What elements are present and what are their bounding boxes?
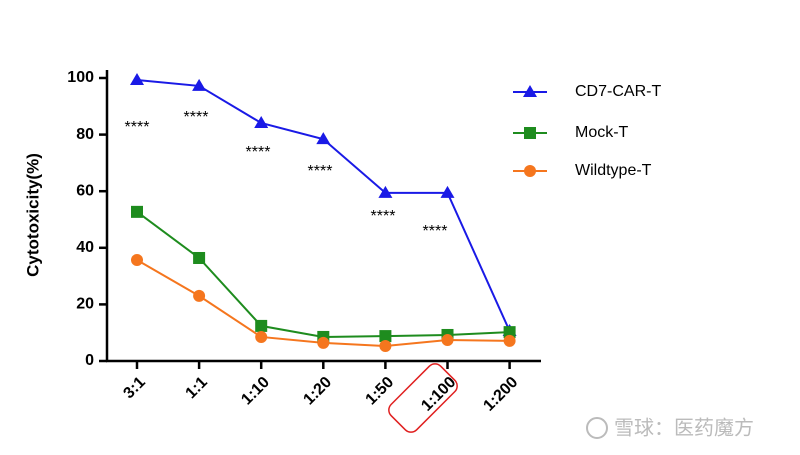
x-tick-label: 1:1 [183, 374, 211, 402]
legend-marker [524, 165, 536, 177]
data-point [503, 326, 516, 339]
y-tick-label: 80 [76, 126, 94, 143]
y-tick-label: 20 [76, 296, 94, 313]
data-point [131, 205, 143, 218]
legend-marker [523, 85, 537, 97]
x-tick-label: 1:10 [238, 374, 273, 409]
data-point [255, 330, 268, 343]
data-point [317, 336, 330, 349]
y-tick-label: 40 [76, 239, 94, 256]
watermark-icon [586, 417, 608, 439]
data-point [131, 253, 143, 266]
data-point [193, 289, 206, 302]
legend-marker [524, 127, 536, 139]
legend-label: Wildtype-T [575, 162, 652, 179]
x-tick-label: 3:1 [120, 374, 148, 402]
series-line [136, 211, 510, 338]
annotation: **** [308, 163, 333, 180]
annotation: **** [125, 119, 150, 136]
data-point [193, 251, 206, 264]
data-point [441, 334, 454, 347]
y-tick-label: 60 [76, 182, 94, 199]
data-point [254, 115, 269, 128]
y-tick-label: 0 [85, 352, 94, 369]
data-point [192, 78, 207, 91]
data-point [130, 72, 144, 85]
highlight-box [388, 363, 458, 433]
annotation: **** [371, 208, 396, 225]
data-point [316, 132, 331, 145]
data-point [379, 340, 392, 353]
data-point [503, 334, 516, 347]
legend-label: CD7-CAR-T [575, 83, 661, 100]
watermark: 雪球：医药魔方 [614, 416, 754, 439]
x-tick-label: 1:200 [480, 374, 521, 415]
data-point [440, 185, 455, 198]
x-tick-label: 1:20 [300, 374, 335, 409]
annotation: **** [184, 109, 209, 126]
y-axis-label: Cytotoxicity(%) [23, 153, 42, 277]
data-point [379, 330, 392, 343]
annotation: **** [423, 223, 448, 240]
y-tick-label: 100 [67, 69, 94, 86]
data-point [378, 185, 393, 198]
legend-label: Mock-T [575, 124, 629, 141]
data-point [255, 319, 268, 332]
annotation: **** [246, 144, 271, 161]
